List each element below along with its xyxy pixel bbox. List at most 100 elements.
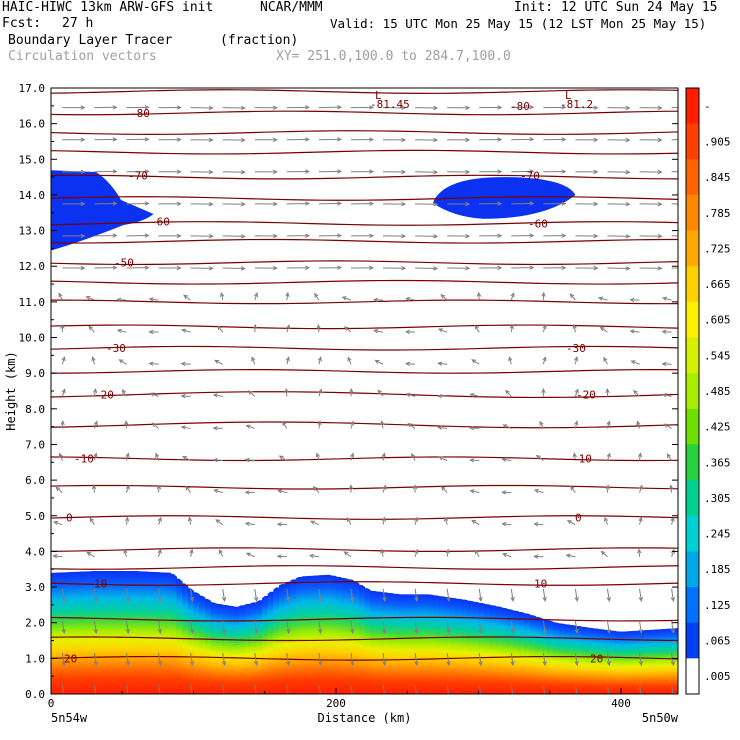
vector-arrow xyxy=(93,620,97,633)
vector-arrow xyxy=(438,362,448,365)
vector-arrow xyxy=(92,357,95,365)
vector-arrow-head xyxy=(350,420,355,426)
vector-arrow-head xyxy=(80,201,86,207)
colorbar-swatch xyxy=(686,658,699,695)
vector-arrow-head xyxy=(218,549,223,555)
vector-arrow xyxy=(342,296,352,301)
vector-arrow-head xyxy=(276,554,282,559)
vector-arrow-head xyxy=(605,484,610,490)
vector-arrow-head xyxy=(93,596,98,602)
vector-arrow-head xyxy=(316,323,321,329)
vector-arrow-head xyxy=(637,548,642,554)
vector-arrow-head xyxy=(80,233,86,239)
vector-arrow xyxy=(671,685,674,694)
vector-arrow-head xyxy=(81,74,85,77)
vector-arrow-head xyxy=(433,202,439,207)
vector-arrow xyxy=(150,392,159,397)
vector-arrow xyxy=(536,455,544,461)
vector-arrow-head xyxy=(157,596,163,602)
vector-arrow-head xyxy=(561,233,567,238)
vector-arrow-head xyxy=(60,323,65,329)
vector-arrow-head xyxy=(593,265,599,271)
vector-arrow-head xyxy=(411,452,416,458)
vector-arrow-head xyxy=(469,458,475,463)
colorbar-swatch xyxy=(686,551,699,588)
circulation-vectors xyxy=(52,74,678,694)
vector-arrow-head xyxy=(433,266,439,271)
vector-arrow xyxy=(446,652,450,666)
vector-arrow-head xyxy=(125,452,130,458)
colorbar-swatch xyxy=(686,622,699,659)
vector-arrow xyxy=(573,324,576,333)
vector-arrow-head xyxy=(369,137,375,142)
vector-arrow xyxy=(510,620,514,633)
vector-arrow-head xyxy=(215,519,221,524)
vector-arrow-head xyxy=(285,661,291,667)
contour-label: 10 xyxy=(94,577,107,590)
vector-arrow-head xyxy=(149,392,155,397)
colorbar-label: .305 xyxy=(704,492,731,505)
vector-arrow-head xyxy=(176,105,182,110)
x-tick-label: 0 xyxy=(48,697,55,710)
colorbar-label: .065 xyxy=(704,635,731,648)
vector-arrow xyxy=(444,517,448,525)
vector-arrow-head xyxy=(213,488,219,494)
vector-arrow-head xyxy=(189,628,195,635)
temperature-contour xyxy=(51,149,678,155)
contour-label: -81.2 xyxy=(560,98,593,111)
vector-arrow xyxy=(639,652,642,666)
vector-arrow-head xyxy=(670,661,676,667)
vector-arrow xyxy=(542,685,546,694)
vector-arrow-head xyxy=(626,74,630,77)
vector-arrow xyxy=(381,421,384,429)
vector-arrow-head xyxy=(347,516,352,523)
vector-arrow xyxy=(411,453,416,461)
colorbar-swatch xyxy=(686,444,699,481)
vector-arrow xyxy=(61,620,65,633)
vector-arrow xyxy=(382,588,386,601)
vector-arrow-head xyxy=(312,486,318,491)
vector-arrow xyxy=(446,620,450,633)
vector-arrow-head xyxy=(53,520,59,526)
contour-label: 0 xyxy=(66,512,73,525)
vector-arrow xyxy=(93,685,97,694)
vector-arrow xyxy=(182,329,191,333)
temperature-contour xyxy=(51,345,678,351)
vector-arrow-head xyxy=(93,452,98,458)
vector-arrow-head xyxy=(541,387,546,393)
contour-label: 20 xyxy=(64,652,77,665)
forecast-label: Fcst: xyxy=(2,16,42,31)
vector-arrow-head xyxy=(638,516,643,522)
vector-arrow-head xyxy=(116,297,122,302)
vector-arrow-head xyxy=(466,74,470,77)
vector-arrow-head xyxy=(125,484,130,490)
vector-arrow-head xyxy=(240,105,246,111)
tracer-patch xyxy=(432,177,576,219)
vector-arrow xyxy=(217,325,224,333)
vector-arrow-head xyxy=(414,661,419,667)
colorbar-label: .725 xyxy=(704,242,731,255)
vector-arrow xyxy=(61,389,66,397)
vector-arrow xyxy=(222,620,226,633)
colorbar-label: .545 xyxy=(704,349,731,362)
vector-arrow xyxy=(279,455,288,461)
vector-arrow-head xyxy=(369,169,375,174)
vector-arrow xyxy=(671,517,674,525)
vector-arrow-head xyxy=(657,105,663,111)
vector-arrow xyxy=(662,331,672,333)
vector-arrow-head xyxy=(189,548,194,554)
vector-arrow xyxy=(344,551,352,558)
y-tick-label: 16.0 xyxy=(19,118,46,131)
vector-arrow xyxy=(190,685,193,694)
vector-arrow-head xyxy=(629,297,635,303)
vector-arrow-head xyxy=(539,420,544,426)
vector-arrow-head xyxy=(341,296,347,301)
vector-arrow-head xyxy=(446,596,451,602)
vector-arrow-head xyxy=(212,426,218,431)
x-start-location: 5n54w xyxy=(51,711,88,725)
vector-arrow-head xyxy=(176,169,182,174)
vector-arrow xyxy=(502,553,512,558)
vector-arrow-head xyxy=(657,201,663,207)
vector-arrow xyxy=(158,588,161,601)
vector-arrow xyxy=(59,453,63,461)
